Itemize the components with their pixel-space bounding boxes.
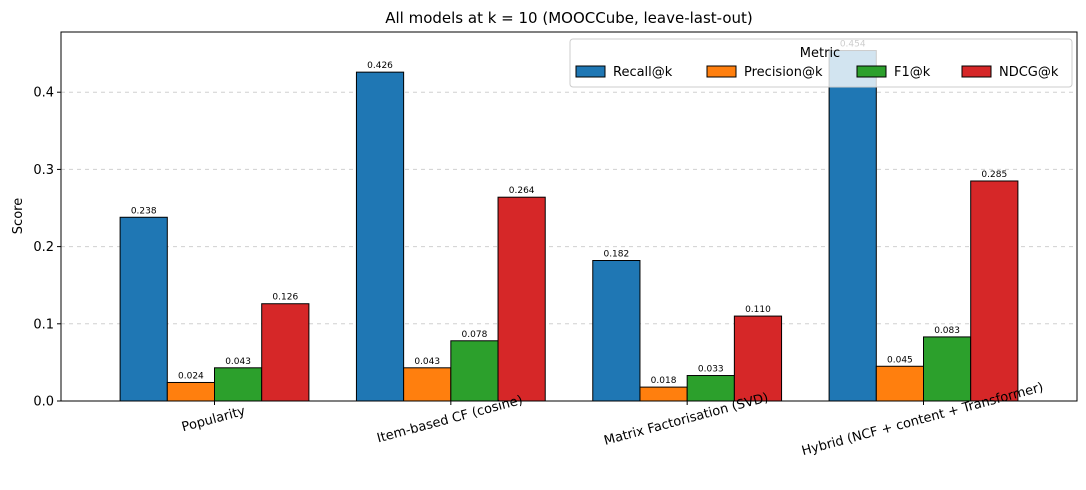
legend-box [569,38,1073,88]
bar-NDCG@k-2 [733,315,783,402]
bar-NDCG@k-3 [970,180,1019,402]
bar-Precision@k-2 [639,386,688,402]
legend-swatch-Recall@k [575,65,606,78]
bar-NDCG@k-1 [497,196,546,402]
data-label: 0.182 [603,250,629,260]
legend-label: Precision@k [744,65,823,80]
x-tick-label: Popularity [180,404,247,435]
bar-F1@k-2 [686,375,735,402]
legend-swatch-NDCG@k [961,65,992,78]
y-axis-label: Score [11,198,26,234]
y-tick-label: 0.4 [33,86,54,101]
y-tick-label: 0.3 [33,163,54,178]
y-tick-label: 0.2 [33,240,54,255]
data-label: 0.045 [887,355,913,365]
bar-F1@k-3 [923,336,972,402]
bar-F1@k-0 [214,367,263,402]
data-label: 0.083 [934,326,960,336]
data-label: 0.426 [367,61,393,71]
data-label: 0.285 [981,170,1007,180]
bar-Recall@k-0 [119,216,168,402]
legend-label: F1@k [894,65,931,80]
data-label: 0.110 [745,305,771,315]
bar-Precision@k-0 [166,381,216,402]
y-tick-label: 0.1 [33,317,54,332]
data-label: 0.033 [698,365,724,375]
data-label: 0.078 [462,330,488,340]
bar-Recall@k-2 [592,260,641,402]
bar-NDCG@k-0 [261,303,310,402]
data-label: 0.024 [178,371,204,381]
bars [119,50,1019,402]
bar-Recall@k-1 [355,71,405,402]
bar-Precision@k-3 [875,365,924,402]
grid-lines [61,91,1077,325]
legend-swatch-Precision@k [706,65,737,78]
y-axis-ticks: 0.0 0.1 0.2 0.3 0.4 [33,86,61,410]
chart-title: All models at k = 10 (MOOCCube, leave-la… [385,9,753,27]
data-label: 0.018 [651,376,677,386]
legend-label: Recall@k [613,65,673,80]
data-label: 0.126 [272,293,298,303]
legend: Metric Recall@k Precision@k F1@k NDCG@k [569,38,1073,88]
bar-Precision@k-1 [403,367,452,402]
data-label: 0.043 [225,357,251,367]
plot-frame [60,31,1078,402]
legend-swatch-F1@k [856,65,887,78]
y-tick-label: 0.0 [33,395,54,410]
legend-label: NDCG@k [999,65,1059,80]
legend-title: Metric [800,46,840,61]
data-label: 0.043 [414,357,440,367]
data-label: 0.264 [509,186,535,196]
bar-F1@k-1 [450,340,499,402]
data-labels: 0.238 0.024 0.043 0.126 0.426 0.043 0.078 0.264… [131,40,1007,387]
bar-Recall@k-3 [828,50,877,402]
data-label: 0.238 [131,206,157,216]
